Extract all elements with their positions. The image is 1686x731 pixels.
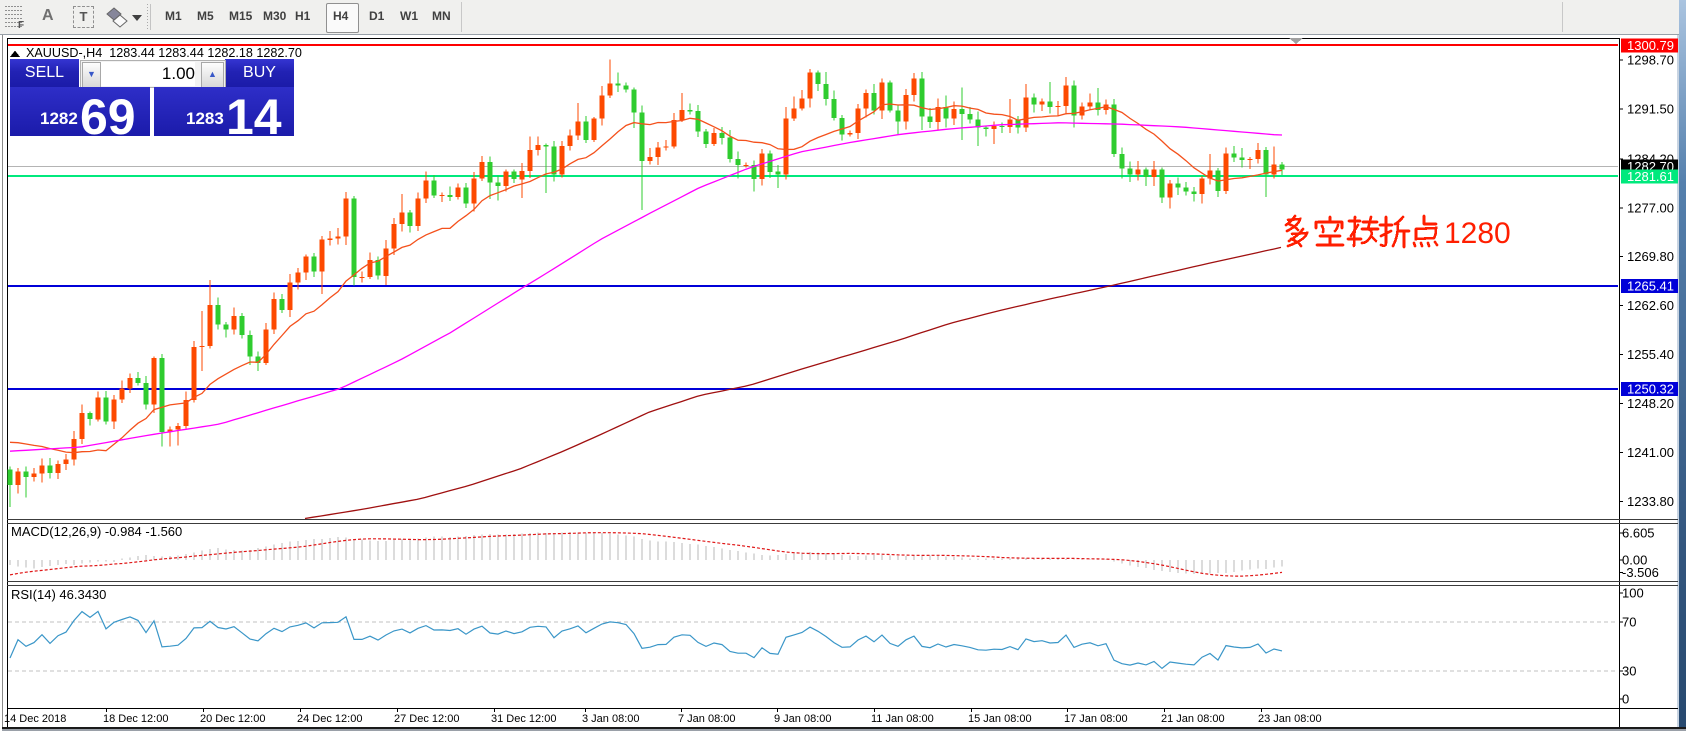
svg-text:1265.41: 1265.41: [1627, 279, 1674, 294]
svg-text:24 Dec 12:00: 24 Dec 12:00: [297, 713, 362, 725]
svg-text:20 Dec 12:00: 20 Dec 12:00: [200, 713, 265, 725]
svg-text:3 Jan 08:00: 3 Jan 08:00: [582, 713, 640, 725]
svg-text:23 Jan 08:00: 23 Jan 08:00: [1258, 713, 1322, 725]
svg-text:30: 30: [1622, 664, 1636, 679]
svg-text:1241.00: 1241.00: [1627, 445, 1674, 460]
svg-text:15 Jan 08:00: 15 Jan 08:00: [968, 713, 1032, 725]
svg-text:MACD(12,26,9) -0.984 -1.560: MACD(12,26,9) -0.984 -1.560: [11, 524, 182, 539]
svg-text:1298.70: 1298.70: [1627, 53, 1674, 68]
svg-text:1255.40: 1255.40: [1627, 347, 1674, 362]
svg-text:F: F: [18, 20, 24, 30]
svg-text:21 Jan 08:00: 21 Jan 08:00: [1161, 713, 1225, 725]
svg-text:7 Jan 08:00: 7 Jan 08:00: [678, 713, 736, 725]
svg-text:27 Dec 12:00: 27 Dec 12:00: [394, 713, 459, 725]
svg-text:9 Jan 08:00: 9 Jan 08:00: [774, 713, 832, 725]
svg-text:1262.60: 1262.60: [1627, 298, 1674, 313]
svg-text:RSI(14) 46.3430: RSI(14) 46.3430: [11, 587, 106, 602]
svg-text:0: 0: [1622, 692, 1629, 707]
svg-text:1250.32: 1250.32: [1627, 382, 1674, 397]
svg-text:18 Dec 12:00: 18 Dec 12:00: [103, 713, 168, 725]
svg-text:-3.506: -3.506: [1622, 565, 1659, 580]
svg-text:0.00: 0.00: [1622, 553, 1647, 568]
svg-text:6.605: 6.605: [1622, 526, 1655, 541]
svg-text:1269.80: 1269.80: [1627, 249, 1674, 264]
svg-text:1277.00: 1277.00: [1627, 200, 1674, 215]
svg-text:17 Jan 08:00: 17 Jan 08:00: [1064, 713, 1128, 725]
svg-text:1248.20: 1248.20: [1627, 396, 1674, 411]
svg-text:11 Jan 08:00: 11 Jan 08:00: [871, 713, 934, 725]
svg-text:1291.50: 1291.50: [1627, 102, 1674, 117]
svg-text:14 Dec 2018: 14 Dec 2018: [4, 713, 66, 725]
svg-text:XAUUSD-,H4 1283.44 1283.44 12: XAUUSD-,H4 1283.44 1283.44 1282.18 1282.…: [26, 46, 302, 60]
svg-text:31 Dec 12:00: 31 Dec 12:00: [491, 713, 556, 725]
svg-text:1281.61: 1281.61: [1627, 169, 1674, 184]
svg-text:1233.80: 1233.80: [1627, 494, 1674, 509]
svg-text:1300.79: 1300.79: [1627, 38, 1674, 53]
svg-text:70: 70: [1622, 615, 1636, 630]
svg-text:100: 100: [1622, 586, 1644, 601]
svg-text:1280: 1280: [1444, 217, 1511, 250]
